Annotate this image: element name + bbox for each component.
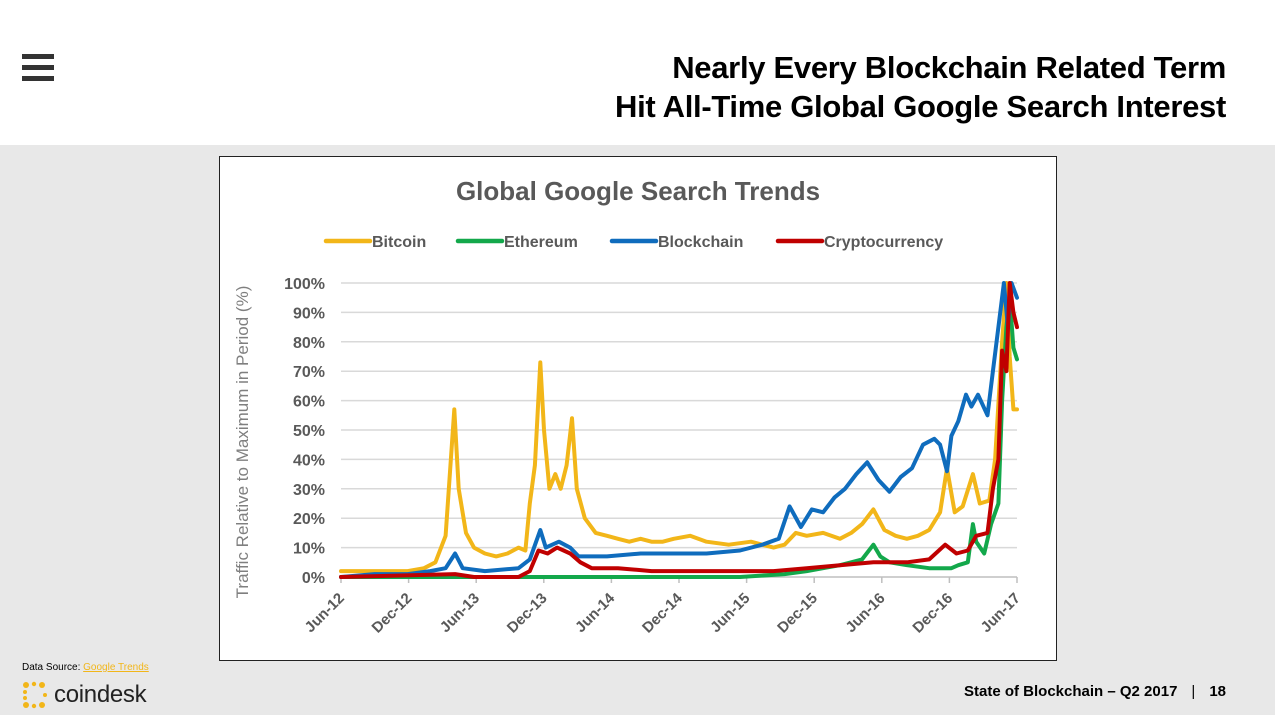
y-tick-label: 30%	[293, 482, 325, 499]
coindesk-mark-icon	[23, 681, 47, 709]
legend-label-ethereum: Ethereum	[504, 234, 578, 251]
coindesk-logo: coindesk	[22, 680, 147, 710]
y-tick-label: 50%	[293, 423, 325, 440]
chart-container: Global Google Search Trends Traffic Relat…	[219, 156, 1057, 661]
x-tick-label: Dec-13	[504, 590, 551, 637]
page-number: 18	[1209, 683, 1226, 700]
data-source-label: Data Source:	[22, 662, 84, 673]
chart-title: Global Google Search Trends	[456, 176, 820, 206]
series-line-bitcoin	[339, 281, 1019, 574]
slide-header: Nearly Every Blockchain Related Term Hit…	[0, 0, 1275, 145]
x-tick-label: Jun-13	[437, 590, 483, 636]
data-source-link[interactable]: Google Trends	[83, 662, 149, 673]
y-tick-label: 90%	[293, 305, 325, 322]
y-tick-label: 20%	[293, 511, 325, 528]
y-tick-label: 80%	[293, 335, 325, 352]
x-tick-label: Jun-16	[842, 590, 888, 636]
x-tick-label: Dec-15	[774, 590, 821, 637]
x-tick-label: Dec-14	[639, 589, 686, 636]
x-tick-label: Jun-15	[707, 590, 753, 636]
legend-label-bitcoin: Bitcoin	[372, 234, 426, 251]
x-tick-label: Jun-17	[978, 590, 1024, 636]
x-tick-label: Dec-12	[369, 590, 416, 637]
y-tick-label: 100%	[284, 276, 325, 293]
hamburger-menu-icon[interactable]	[22, 54, 54, 82]
coindesk-wordmark: coindesk	[54, 681, 147, 708]
y-tick-label: 40%	[293, 452, 325, 469]
y-tick-label: 70%	[293, 364, 325, 381]
data-source: Data Source: Google Trends	[22, 662, 149, 673]
y-tick-label: 0%	[302, 570, 325, 587]
y-tick-label: 60%	[293, 394, 325, 411]
y-tick-label: 10%	[293, 541, 325, 558]
series-line-blockchain	[339, 281, 1019, 579]
footer-separator: |	[1191, 683, 1196, 700]
y-axis-label: Traffic Relative to Maximum in Period (%…	[233, 286, 252, 599]
slide-title: Nearly Every Blockchain Related Term Hit…	[615, 48, 1226, 126]
slide-title-line1: Nearly Every Blockchain Related Term	[672, 50, 1226, 85]
legend-label-cryptocurrency: Cryptocurrency	[824, 234, 943, 251]
footer-info: State of Blockchain – Q2 2017 | 18	[964, 683, 1226, 700]
report-name: State of Blockchain – Q2 2017	[963, 683, 1178, 700]
series-line-cryptocurrency	[339, 281, 1019, 579]
x-tick-label: Dec-16	[909, 590, 956, 637]
slide-title-line2: Hit All-Time Global Google Search Intere…	[615, 89, 1226, 124]
x-tick-label: Jun-14	[572, 589, 619, 636]
search-trends-chart: Global Google Search Trends Traffic Relat…	[233, 176, 1024, 637]
x-tick-label: Jun-12	[302, 590, 348, 636]
legend-label-blockchain: Blockchain	[658, 234, 743, 251]
